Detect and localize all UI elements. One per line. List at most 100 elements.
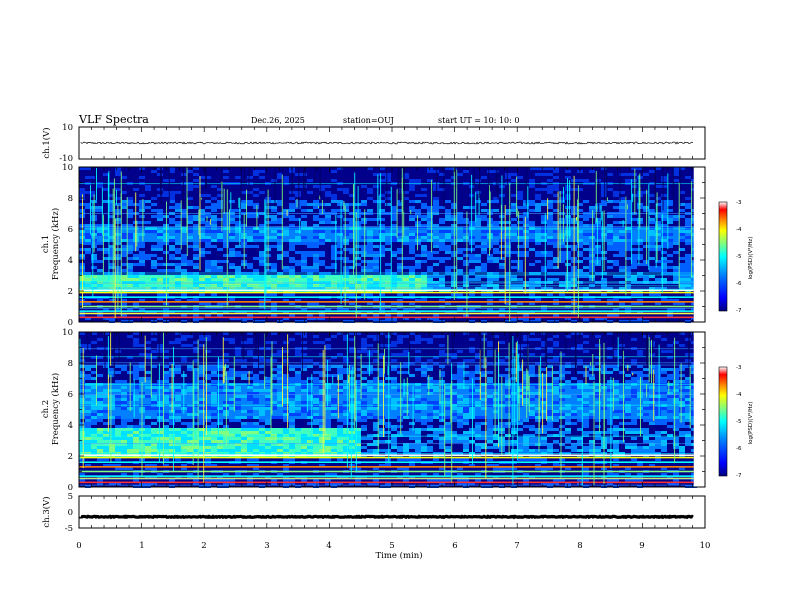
spectrogram-cell — [553, 236, 559, 239]
spectrogram-cell — [451, 377, 457, 380]
spectrogram-cell — [79, 188, 85, 191]
spectrogram-cell — [337, 278, 343, 281]
spectrogram-cell — [193, 455, 199, 458]
spectrogram-cell — [349, 239, 355, 242]
spectrogram-cell — [397, 401, 403, 404]
spectrogram-cell — [493, 272, 499, 275]
spectrogram-cell — [157, 410, 163, 413]
spectrogram-cell — [193, 350, 199, 353]
spectrogram-cell — [685, 272, 691, 275]
spectrogram-cell — [121, 419, 127, 422]
spectrogram-cell — [493, 311, 499, 314]
spectrogram-cell — [517, 266, 523, 269]
spectrogram-cell — [169, 245, 175, 248]
spectrogram-cell — [601, 272, 607, 275]
spectrogram-cell — [109, 236, 115, 239]
spectrogram-cell — [217, 203, 223, 206]
spectrogram-cell — [553, 224, 559, 227]
spectrogram-cell — [79, 422, 85, 425]
spectrogram-cell — [295, 287, 301, 290]
spectrogram-cell — [265, 380, 271, 383]
spectrogram-cell — [625, 308, 631, 311]
spectrogram-cell — [631, 290, 637, 293]
spectrogram-cell — [169, 416, 175, 419]
spectrogram-sferic — [101, 187, 103, 236]
spectrogram-cell — [97, 482, 103, 485]
spectrogram-cell — [283, 467, 289, 470]
spectrogram-cell — [115, 350, 121, 353]
spectrogram-cell — [331, 170, 337, 173]
spectrogram-cell — [85, 191, 91, 194]
spectrogram-cell — [409, 287, 415, 290]
spectrogram-cell — [199, 302, 205, 305]
spectrogram-cell — [319, 239, 325, 242]
spectrogram-cell — [391, 398, 397, 401]
spectrogram-cell — [373, 410, 379, 413]
spectrogram-cell — [301, 275, 307, 278]
spectrogram-cell — [493, 227, 499, 230]
spectrogram-cell — [319, 218, 325, 221]
spectrogram-cell — [163, 443, 169, 446]
spectrogram-cell — [289, 368, 295, 371]
spectrogram-cell — [505, 230, 511, 233]
spectrogram-cell — [553, 209, 559, 212]
spectrogram-cell — [109, 245, 115, 248]
spectrogram-cell — [109, 482, 115, 485]
spectrogram-cell — [133, 278, 139, 281]
spectrogram-cell — [91, 377, 97, 380]
spectrogram-cell — [283, 476, 289, 479]
spectrogram-cell — [325, 416, 331, 419]
spectrogram-cell — [409, 293, 415, 296]
ch1-cbar-tick-m3: -3 — [736, 200, 742, 206]
spectrogram-cell — [367, 434, 373, 437]
spectrogram-cell — [217, 230, 223, 233]
spectrogram-cell — [181, 437, 187, 440]
spectrogram-cell — [211, 287, 217, 290]
spectrogram-sferic — [117, 204, 119, 310]
spectrogram-blank — [693, 167, 705, 322]
spectrogram-cell — [187, 299, 193, 302]
spectrogram-cell — [253, 278, 259, 281]
spectrogram-cell — [253, 425, 259, 428]
spectrogram-cell — [247, 455, 253, 458]
spectrogram-cell — [91, 443, 97, 446]
spectrogram-cell — [319, 251, 325, 254]
spectrogram-cell — [151, 254, 157, 257]
spectrogram-cell — [163, 386, 169, 389]
spectrogram-cell — [85, 419, 91, 422]
spectrogram-cell — [391, 230, 397, 233]
spectrogram-cell — [625, 218, 631, 221]
spectrogram-cell — [217, 401, 223, 404]
spectrogram-cell — [547, 167, 553, 170]
spectrogram-cell — [247, 272, 253, 275]
spectrogram-cell — [415, 356, 421, 359]
spectrogram-cell — [181, 344, 187, 347]
spectrogram-cell — [229, 263, 235, 266]
spectrogram-cell — [625, 248, 631, 251]
spectrogram-cell — [259, 311, 265, 314]
spectrogram-cell — [205, 458, 211, 461]
spectrogram-cell — [283, 266, 289, 269]
spectrogram-cell — [439, 221, 445, 224]
spectrogram-cell — [169, 197, 175, 200]
spectrogram-cell — [373, 254, 379, 257]
spectrogram-cell — [469, 350, 475, 353]
spectrogram-cell — [283, 281, 289, 284]
spectrogram-cell — [427, 266, 433, 269]
spectrogram-sferic — [557, 191, 559, 269]
spectrogram-cell — [265, 449, 271, 452]
spectrogram-cell — [547, 227, 553, 230]
spectrogram-cell — [421, 407, 427, 410]
spectrogram-cell — [373, 482, 379, 485]
spectrogram-cell — [265, 419, 271, 422]
spectrogram-cell — [517, 236, 523, 239]
spectrogram-cell — [199, 227, 205, 230]
spectrogram-cell — [253, 458, 259, 461]
spectrogram-cell — [349, 377, 355, 380]
spectrogram-cell — [277, 227, 283, 230]
spectrogram-cell — [493, 200, 499, 203]
spectrogram-cell — [391, 206, 397, 209]
spectrogram-cell — [169, 428, 175, 431]
spectrogram-cell — [415, 398, 421, 401]
spectrogram-cell — [385, 203, 391, 206]
